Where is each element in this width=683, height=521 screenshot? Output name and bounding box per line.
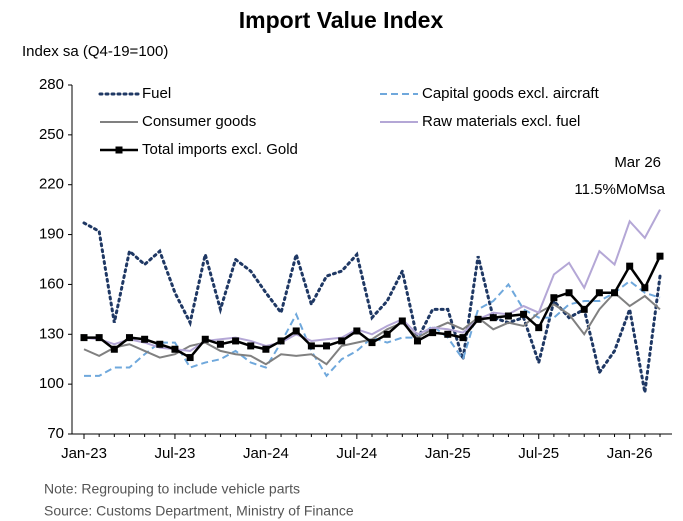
marker (626, 262, 634, 270)
marker (353, 327, 361, 335)
y-tick-label: 220 (39, 176, 64, 193)
marker (474, 315, 482, 323)
marker (611, 289, 619, 297)
series-line (82, 221, 662, 393)
marker (504, 312, 512, 320)
marker (489, 314, 497, 322)
x-tick-label: Jan-26 (607, 445, 653, 462)
y-tick-label: 160 (39, 275, 64, 292)
x-tick-label: Jan-23 (61, 445, 107, 462)
marker (565, 289, 573, 297)
marker (383, 330, 391, 338)
series-line (83, 209, 661, 352)
y-tick-label: 70 (47, 425, 64, 442)
series-line (84, 279, 661, 378)
marker (338, 337, 346, 345)
legend-label: Fuel (142, 85, 171, 102)
x-tick-label: Jul-23 (155, 445, 196, 462)
marker (323, 342, 331, 350)
marker (141, 335, 149, 343)
note: Source: Customs Department, Ministry of … (44, 503, 354, 519)
legend-label: Total imports excl. Gold (142, 141, 298, 158)
marker (216, 340, 224, 348)
marker (429, 329, 437, 337)
marker (262, 345, 270, 353)
marker (520, 310, 528, 318)
marker (459, 334, 467, 342)
marker (80, 334, 88, 342)
marker (535, 324, 543, 332)
chart-title: Import Value Index (239, 7, 444, 33)
legend-label: Consumer goods (142, 113, 256, 130)
marker (550, 294, 558, 302)
y-tick-label: 190 (39, 226, 64, 243)
annotation: Mar 26 (614, 154, 661, 171)
y-axis-label: Index sa (Q4-19=100) (22, 43, 168, 60)
marker (368, 339, 376, 347)
marker (186, 354, 194, 362)
marker (398, 317, 406, 325)
marker (171, 345, 179, 353)
marker (201, 335, 209, 343)
marker (125, 334, 133, 342)
marker (580, 305, 588, 313)
annotation: 11.5%MoMsa (574, 181, 665, 198)
y-tick-label: 100 (39, 375, 64, 392)
y-tick-label: 280 (39, 76, 64, 93)
y-tick-label: 250 (39, 126, 64, 143)
marker (110, 345, 118, 353)
marker (232, 337, 240, 345)
legend-label: Raw materials excl. fuel (422, 113, 580, 130)
marker (247, 342, 255, 350)
marker (156, 340, 164, 348)
legend-label: Capital goods excl. aircraft (422, 85, 600, 102)
x-tick-label: Jan-24 (243, 445, 289, 462)
y-tick-label: 130 (39, 325, 64, 342)
x-tick-label: Jan-25 (425, 445, 471, 462)
x-tick-label: Jul-24 (336, 445, 377, 462)
marker (444, 330, 452, 338)
marker (413, 337, 421, 345)
marker (641, 284, 649, 292)
note: Note: Regrouping to include vehicle part… (44, 481, 300, 497)
marker (292, 327, 300, 335)
legend-marker (115, 146, 123, 154)
marker (656, 252, 664, 260)
marker (307, 342, 315, 350)
marker (95, 334, 103, 342)
x-tick-label: Jul-25 (518, 445, 559, 462)
marker (595, 289, 603, 297)
marker (277, 337, 285, 345)
